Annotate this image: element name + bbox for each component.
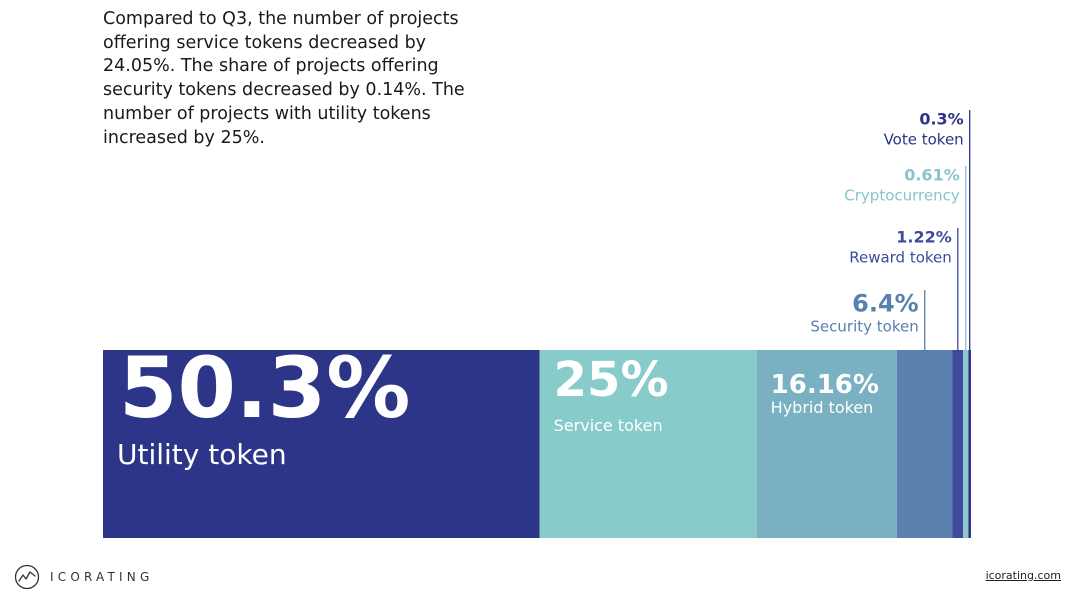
value-label-hybrid-token: 16.16% [771,370,879,400]
intro-paragraph: Compared to Q3, the number of projects o… [103,9,465,148]
icorating-logo: ICORATING [14,564,153,590]
stacked-share-bar-chart: 50.3%Utility token 25% Service token 16.16%… [103,109,971,538]
category-label-hybrid-token: Hybrid token [771,398,874,417]
callout-value-vote-token: 0.3% [919,109,963,128]
bar-segment-vote-token [968,350,971,538]
bar-segment-service-token [539,350,757,538]
callout-name-vote-token: Vote token [884,130,964,148]
bar-segment-hybrid-token [756,350,897,538]
brand-wordmark: ICORATING [50,570,154,584]
value-label-utility-token: 50.3% [119,339,410,437]
callout-name-security-token: Security token [810,318,918,336]
trend-circle-icon [14,564,40,590]
bar-segment-cryptocurrency [963,350,969,538]
callout-value-reward-token: 1.22% [896,227,952,246]
callout-name-reward-token: Reward token [849,248,952,266]
icorating-link[interactable]: icorating.com [985,569,1061,582]
category-label-service-token: Service token [554,416,663,435]
callout-value-cryptocurrency: 0.61% [904,165,960,184]
bar-segment-reward-token [952,350,964,538]
callout-value-security-token: 6.4% [852,290,919,318]
value-label-service-token: 25% [554,352,669,408]
category-label-utility-token: Utility token [117,438,287,471]
bar-segment-security-token [896,350,953,538]
callout-name-cryptocurrency: Cryptocurrency [844,186,960,204]
bar-segment-utility-token [103,350,540,538]
